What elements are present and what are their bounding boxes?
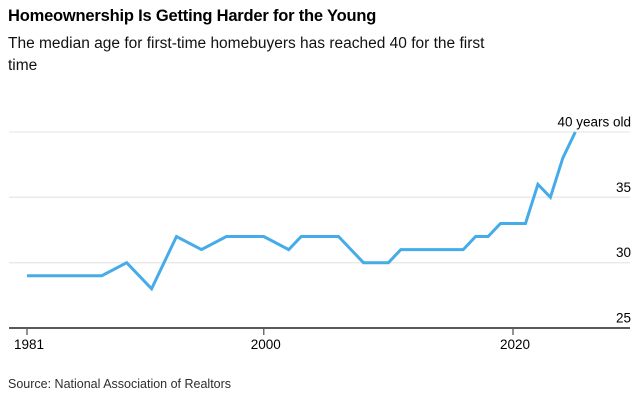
chart-subtitle-line1: The median age for first-time homebuyers…: [8, 35, 485, 52]
y-axis-label: 25: [616, 311, 631, 326]
x-axis-label: 1981: [14, 337, 44, 352]
x-axis-label: 2020: [500, 337, 530, 352]
trend-line: [27, 131, 577, 292]
y-axis-label: 40 years old: [557, 115, 631, 130]
chart-subtitle: The median age for first-time homebuyers…: [8, 33, 484, 77]
y-axis-label: 35: [616, 180, 631, 195]
y-axis-label: 30: [616, 245, 631, 260]
source-credit: Source: National Association of Realtors: [8, 377, 232, 391]
chart-subtitle-line2: time: [8, 57, 38, 74]
chart-title: Homeownership Is Getting Harder for the …: [8, 7, 377, 25]
x-axis-label: 2000: [251, 337, 281, 352]
